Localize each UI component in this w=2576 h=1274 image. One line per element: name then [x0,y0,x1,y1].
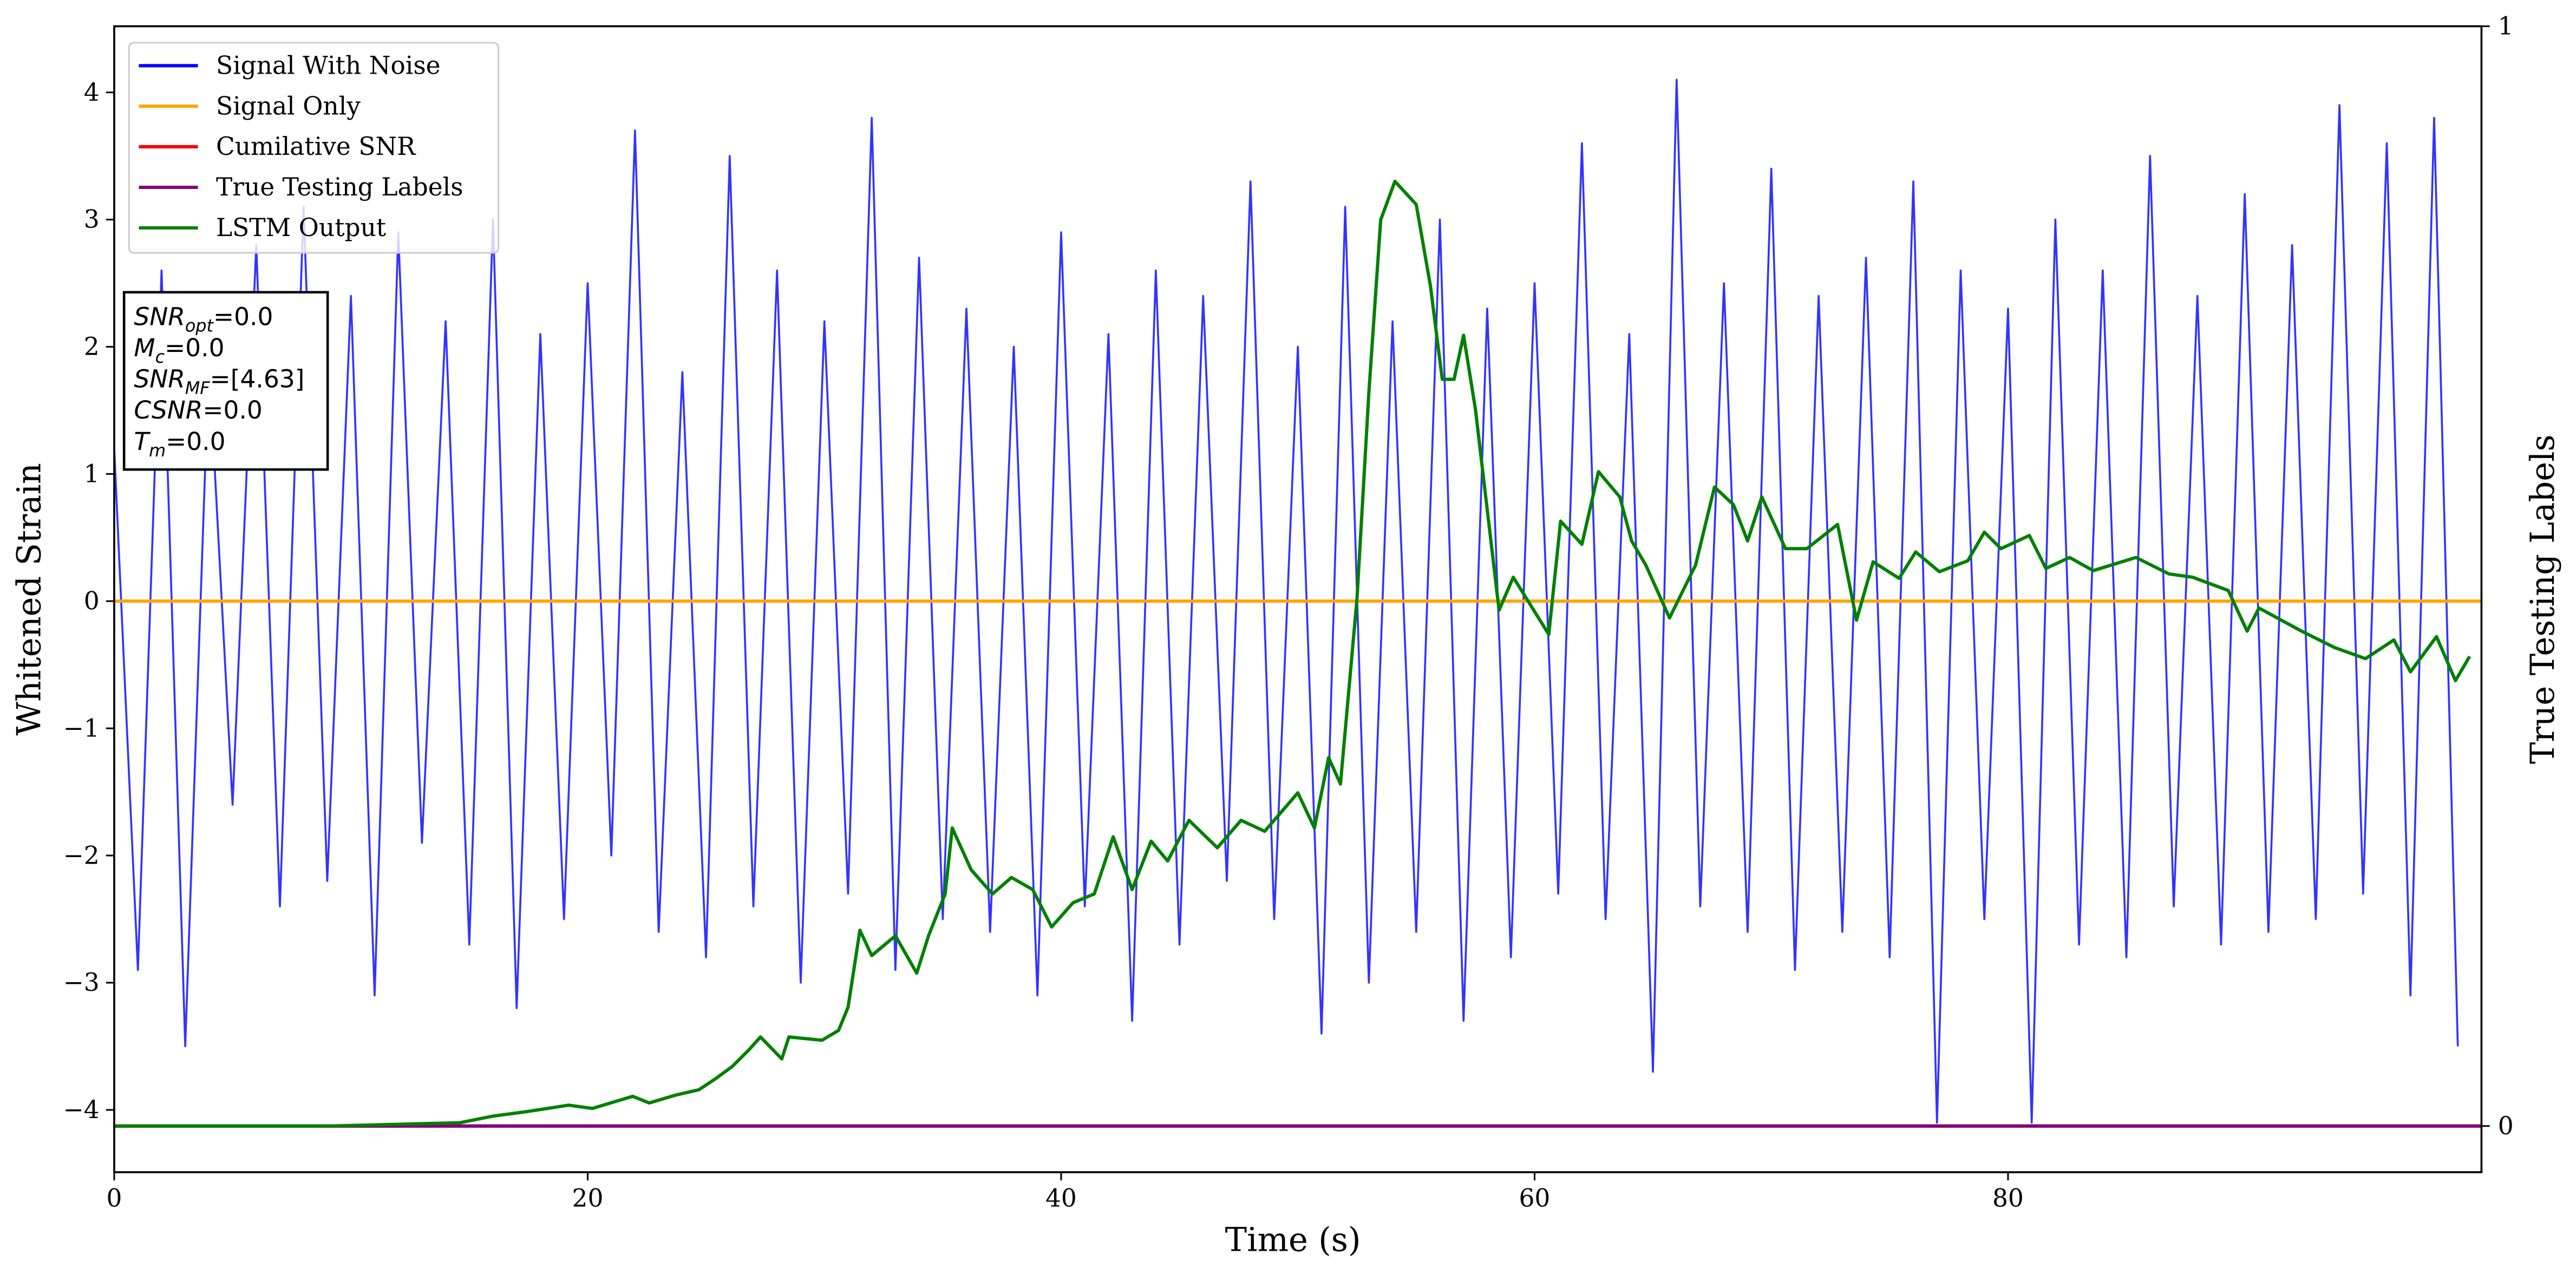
annotation-line: SNRopt=0.0 [134,302,273,336]
x-tick-label: 20 [572,1184,604,1213]
legend-label: Signal With Noise [216,51,441,80]
plot-frame [113,25,2483,1173]
y-tick-label: −3 [63,968,100,997]
series-line [114,179,2472,1128]
legend-label: LSTM Output [216,213,386,242]
annotation-line: CSNR=0.0 [134,396,262,424]
x-tick-label: 40 [1045,1184,1077,1213]
annotation-symbol: CSNR [134,396,202,424]
annotation-symbol: T [134,427,151,456]
x-tick-label: 0 [106,1184,122,1213]
annotation-line: Tm=0.0 [134,427,225,461]
y2-tick-label: 0 [2498,1112,2514,1140]
legend-box [128,42,500,254]
y2-tick-label: 1 [2498,12,2514,41]
y2-axis-label: True Testing Labels [2524,434,2562,764]
y-tick-label: 2 [84,332,100,361]
series-line [114,79,2459,1124]
x-tick-label: 80 [1992,1184,2024,1213]
legend-label: True Testing Labels [216,173,463,201]
y-tick-label: −2 [63,841,100,870]
annotation-value: =[4.63] [210,365,305,394]
x-tick-label: 60 [1519,1184,1551,1213]
y-tick-label: 1 [84,460,100,488]
annotation-value: =0.0 [166,427,225,456]
y-tick-label: 0 [84,586,100,615]
annotation-subscript: MF [185,378,210,398]
annotation-subscript: m [149,440,166,461]
y-tick-label: 3 [84,205,100,234]
x-axis-label: Time (s) [1225,1221,1361,1259]
y-tick-label: 4 [84,78,100,107]
y-tick-label: −1 [63,714,100,742]
annotation-line: Mc=0.0 [134,334,224,367]
annotation-subscript: c [155,347,165,367]
annotation-value: =0.0 [202,396,262,424]
annotation-subscript: opt [185,316,214,336]
y-tick-label: −4 [63,1095,100,1124]
legend-label: Signal Only [216,92,361,120]
annotation-line: SNRMF=[4.63] [134,365,304,398]
annotation-symbol: SNR [134,302,185,331]
annotation-value: =0.0 [213,302,273,331]
annotation-symbol: SNR [134,365,185,394]
annotation-value: =0.0 [165,334,224,362]
annotation-box [122,291,329,471]
annotation-symbol: M [134,334,155,362]
y-axis-label: Whitened Strain [11,463,49,735]
legend-label: Cumilative SNR [216,132,416,161]
